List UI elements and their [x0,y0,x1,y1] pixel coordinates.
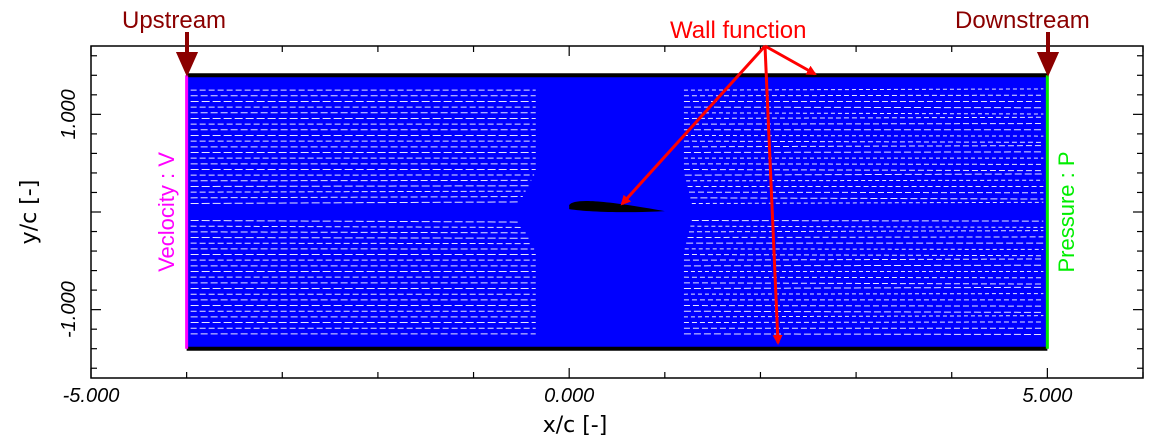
airfoil [569,201,665,213]
mesh-line [688,191,1044,194]
mesh-line [683,134,1044,137]
mesh-line [683,145,1044,148]
mesh-line [684,248,1044,250]
wall-function-label: Wall function [670,17,807,44]
mesh-line [683,116,1044,119]
outlet-bc-label: Pressure : P [1054,151,1079,272]
wall-function-arrows [620,44,817,345]
mesh-line [190,237,529,239]
mesh-line [190,185,529,187]
mesh-grid-lines [190,88,1044,335]
arrow-to-bottom-wall [763,45,783,345]
downstream-label: Downstream [955,7,1090,34]
mesh-line [690,225,1044,228]
mesh-line [683,112,1044,115]
mesh-line [683,276,1044,279]
downstream-arrow [1036,32,1060,77]
x-axis-label: x/c [-] [543,413,608,438]
mesh-line [683,321,1044,324]
x-ticks [90,46,1144,378]
mesh-line [683,94,1044,97]
mesh-line [683,88,1044,91]
upstream-arrow [175,32,199,77]
mesh-line [683,258,1044,261]
mesh-line [683,123,1044,125]
mesh-line [686,179,1044,182]
mesh-line [683,315,1044,318]
mesh-line [690,197,1044,200]
mesh-line [683,305,1044,307]
y-tick-label: 1.000 [58,89,80,139]
arrow-to-top-wall [764,44,817,76]
inlet-bc-label: Veclocity : V [154,152,179,272]
y-tick-label: -1.000 [58,281,80,338]
mesh-line [687,236,1044,239]
arrow-to-airfoil [620,44,767,206]
mesh-line [691,220,1044,222]
y-axis-label: y/c [-] [17,180,42,245]
mesh-line [190,225,523,228]
x-tick-label: 5.000 [1022,385,1072,407]
mesh-line [683,254,1044,257]
mesh-line [683,168,1044,172]
mesh-line [190,190,526,193]
y-ticks [91,55,1143,369]
mesh-line [683,282,1044,285]
mesh-line [688,230,1044,233]
mesh-line [683,293,1044,295]
mesh-line [190,231,526,234]
mesh-line [691,201,1044,204]
mesh-line [190,196,523,199]
x-tick-label: 0.000 [544,385,594,407]
mesh-line [683,140,1044,143]
x-tick-label: -5.000 [63,385,120,407]
mesh-domain [185,73,1049,351]
mesh-line [683,163,1044,165]
upstream-label: Upstream [122,7,226,34]
